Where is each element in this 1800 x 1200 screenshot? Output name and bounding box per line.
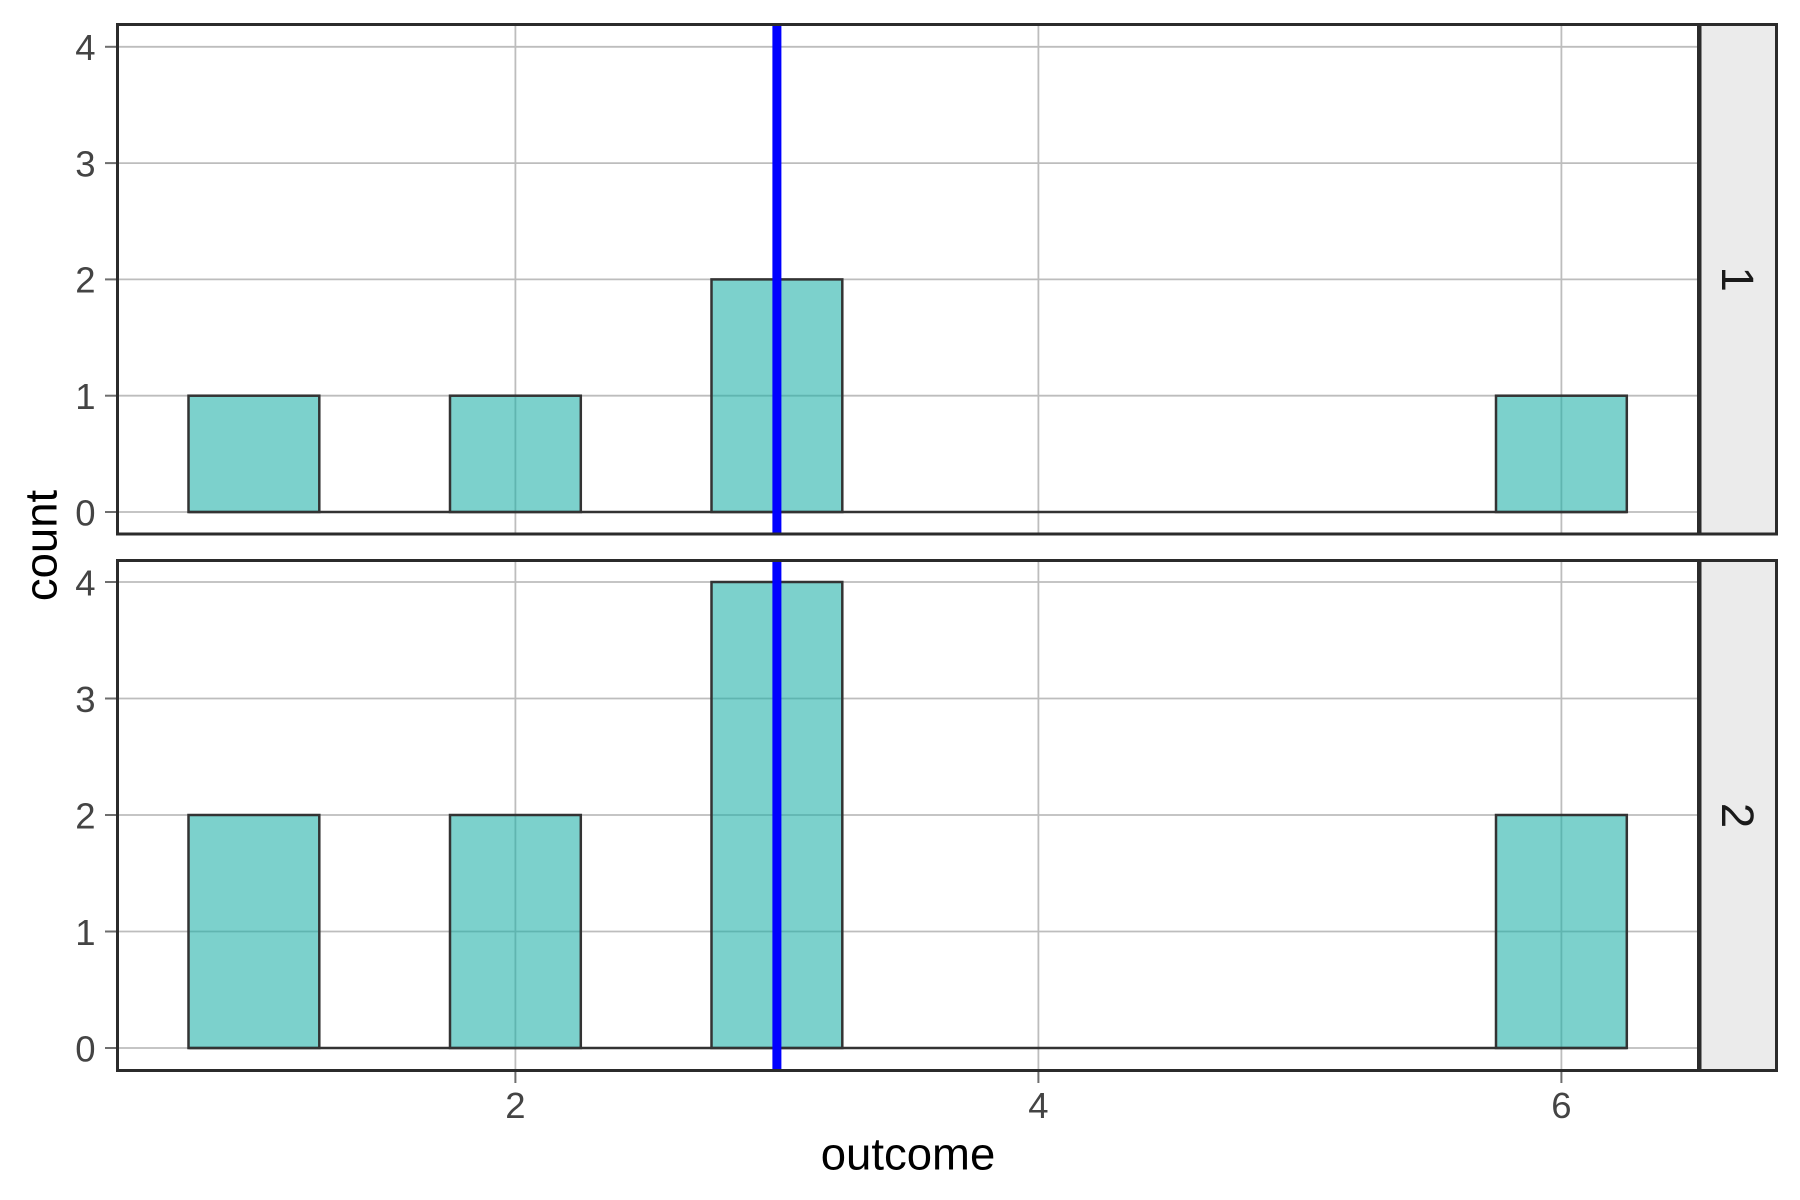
svg-text:2: 2	[75, 260, 95, 301]
svg-text:4: 4	[1028, 1085, 1048, 1126]
svg-text:0: 0	[75, 1028, 95, 1069]
svg-text:6: 6	[1551, 1085, 1571, 1126]
svg-text:1: 1	[75, 376, 95, 417]
svg-text:0: 0	[75, 492, 95, 533]
svg-text:2: 2	[75, 795, 95, 836]
svg-text:4: 4	[75, 562, 95, 603]
svg-text:3: 3	[75, 679, 95, 720]
svg-text:2: 2	[505, 1085, 525, 1126]
svg-text:outcome: outcome	[821, 1129, 996, 1180]
svg-text:3: 3	[75, 143, 95, 184]
svg-text:count: count	[16, 489, 67, 601]
svg-text:4: 4	[75, 27, 95, 68]
svg-text:1: 1	[1712, 267, 1763, 292]
svg-text:1: 1	[75, 912, 95, 953]
svg-text:2: 2	[1712, 803, 1763, 828]
